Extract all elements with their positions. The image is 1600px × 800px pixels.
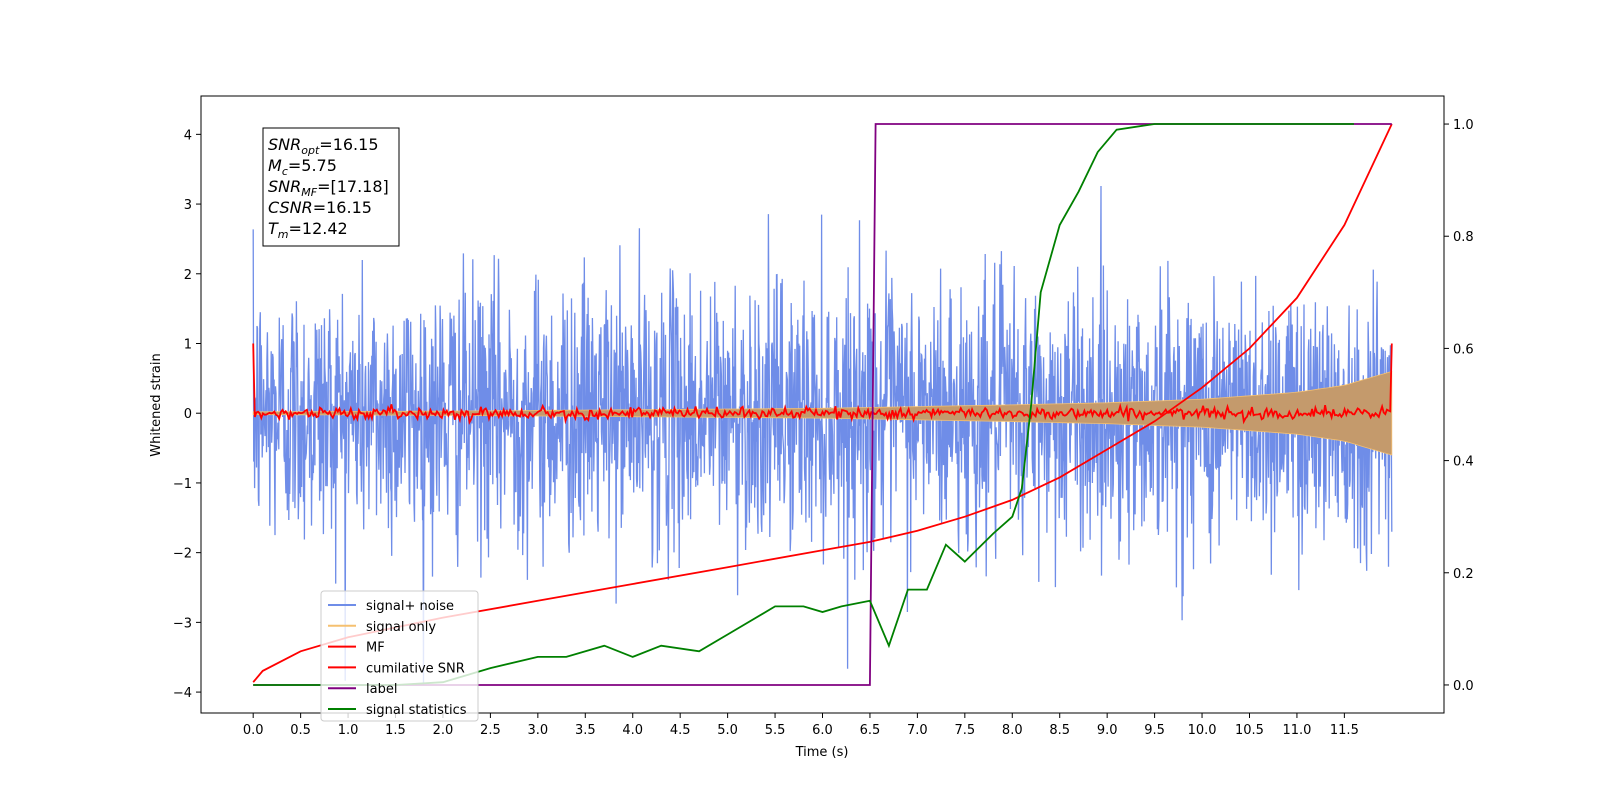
x-tick-label: 0.5 bbox=[290, 723, 311, 738]
x-axis: 0.0 0.5 1.0 1.5 2.0 2.5 3.0 3.5 4.0 4.5 5.0 5.5 6.0 6… bbox=[243, 713, 1359, 738]
x-tick-label: 1.0 bbox=[338, 723, 359, 738]
x-tick-label: 8.5 bbox=[1049, 723, 1070, 738]
y-axis-label: Whitened strain bbox=[149, 353, 164, 456]
y2-tick-label: 0.6 bbox=[1453, 342, 1474, 357]
x-tick-label: 6.0 bbox=[812, 723, 833, 738]
x-tick-label: 10.5 bbox=[1235, 723, 1264, 738]
y-tick-label: 4 bbox=[184, 128, 192, 143]
y-axis-left: 4 3 2 1 0 −1 −2 −3 −4 bbox=[173, 128, 201, 701]
x-tick-label: 9.5 bbox=[1144, 723, 1165, 738]
x-tick-label: 11.0 bbox=[1282, 723, 1311, 738]
y-tick-label: 3 bbox=[184, 198, 192, 213]
series-signal-noise bbox=[252, 185, 1393, 686]
x-axis-label: Time (s) bbox=[795, 745, 849, 760]
annotation-line: SNRopt=16.15 bbox=[268, 135, 379, 157]
x-tick-label: 8.0 bbox=[1002, 723, 1023, 738]
annotation-line: Tm=12.42 bbox=[268, 219, 348, 241]
x-tick-label: 4.5 bbox=[670, 723, 691, 738]
x-tick-label: 1.5 bbox=[385, 723, 406, 738]
x-tick-label: 7.5 bbox=[954, 723, 975, 738]
x-tick-label: 2.5 bbox=[480, 723, 501, 738]
x-tick-label: 0.0 bbox=[243, 723, 264, 738]
y-tick-label: 0 bbox=[184, 407, 192, 422]
series-signal-statistics bbox=[253, 123, 1354, 686]
legend-label: label bbox=[366, 682, 397, 697]
x-tick-label: 9.0 bbox=[1097, 723, 1118, 738]
x-tick-label: 10.0 bbox=[1188, 723, 1217, 738]
annotation-line: SNRMF=[17.18] bbox=[268, 177, 389, 199]
legend: signal+ noise signal only MF cumilative SNR… bbox=[320, 590, 479, 722]
y-tick-label: −4 bbox=[173, 686, 192, 701]
x-tick-label: 3.0 bbox=[527, 723, 548, 738]
x-tick-label: 4.0 bbox=[622, 723, 643, 738]
x-tick-label: 5.0 bbox=[717, 723, 738, 738]
plot-area bbox=[252, 123, 1393, 686]
y-tick-label: 1 bbox=[184, 337, 192, 352]
x-tick-label: 6.5 bbox=[860, 723, 881, 738]
x-tick-label: 11.5 bbox=[1330, 723, 1359, 738]
y2-tick-label: 0.8 bbox=[1453, 230, 1474, 245]
annotation-line: Mc=5.75 bbox=[268, 156, 337, 178]
y2-tick-label: 0.0 bbox=[1453, 679, 1474, 694]
y2-tick-label: 0.2 bbox=[1453, 567, 1474, 582]
legend-label: signal only bbox=[366, 620, 436, 635]
series-mf bbox=[252, 343, 1393, 425]
x-tick-label: 2.0 bbox=[433, 723, 454, 738]
series-label bbox=[253, 123, 1392, 686]
legend-label: cumilative SNR bbox=[366, 661, 465, 676]
annotation-box: SNRopt=16.15Mc=5.75SNRMF=[17.18]CSNR=16.… bbox=[262, 127, 400, 247]
legend-label: signal statistics bbox=[366, 703, 467, 718]
y2-tick-label: 0.4 bbox=[1453, 455, 1474, 470]
x-tick-label: 3.5 bbox=[575, 723, 596, 738]
legend-frame bbox=[320, 590, 479, 722]
annotation-frame bbox=[262, 127, 400, 247]
x-tick-label: 5.5 bbox=[765, 723, 786, 738]
x-tick-label: 7.0 bbox=[907, 723, 928, 738]
annotation-line: CSNR=16.15 bbox=[268, 198, 372, 217]
legend-label: signal+ noise bbox=[366, 599, 454, 614]
y-tick-label: 2 bbox=[184, 268, 192, 283]
y-tick-label: −2 bbox=[173, 547, 192, 562]
y-axis-right: 1.0 0.8 0.6 0.4 0.2 0.0 bbox=[1444, 118, 1474, 694]
y-tick-label: −3 bbox=[173, 616, 192, 631]
legend-label: MF bbox=[366, 641, 385, 656]
y2-tick-label: 1.0 bbox=[1453, 118, 1474, 133]
y-tick-label: −1 bbox=[173, 477, 192, 492]
